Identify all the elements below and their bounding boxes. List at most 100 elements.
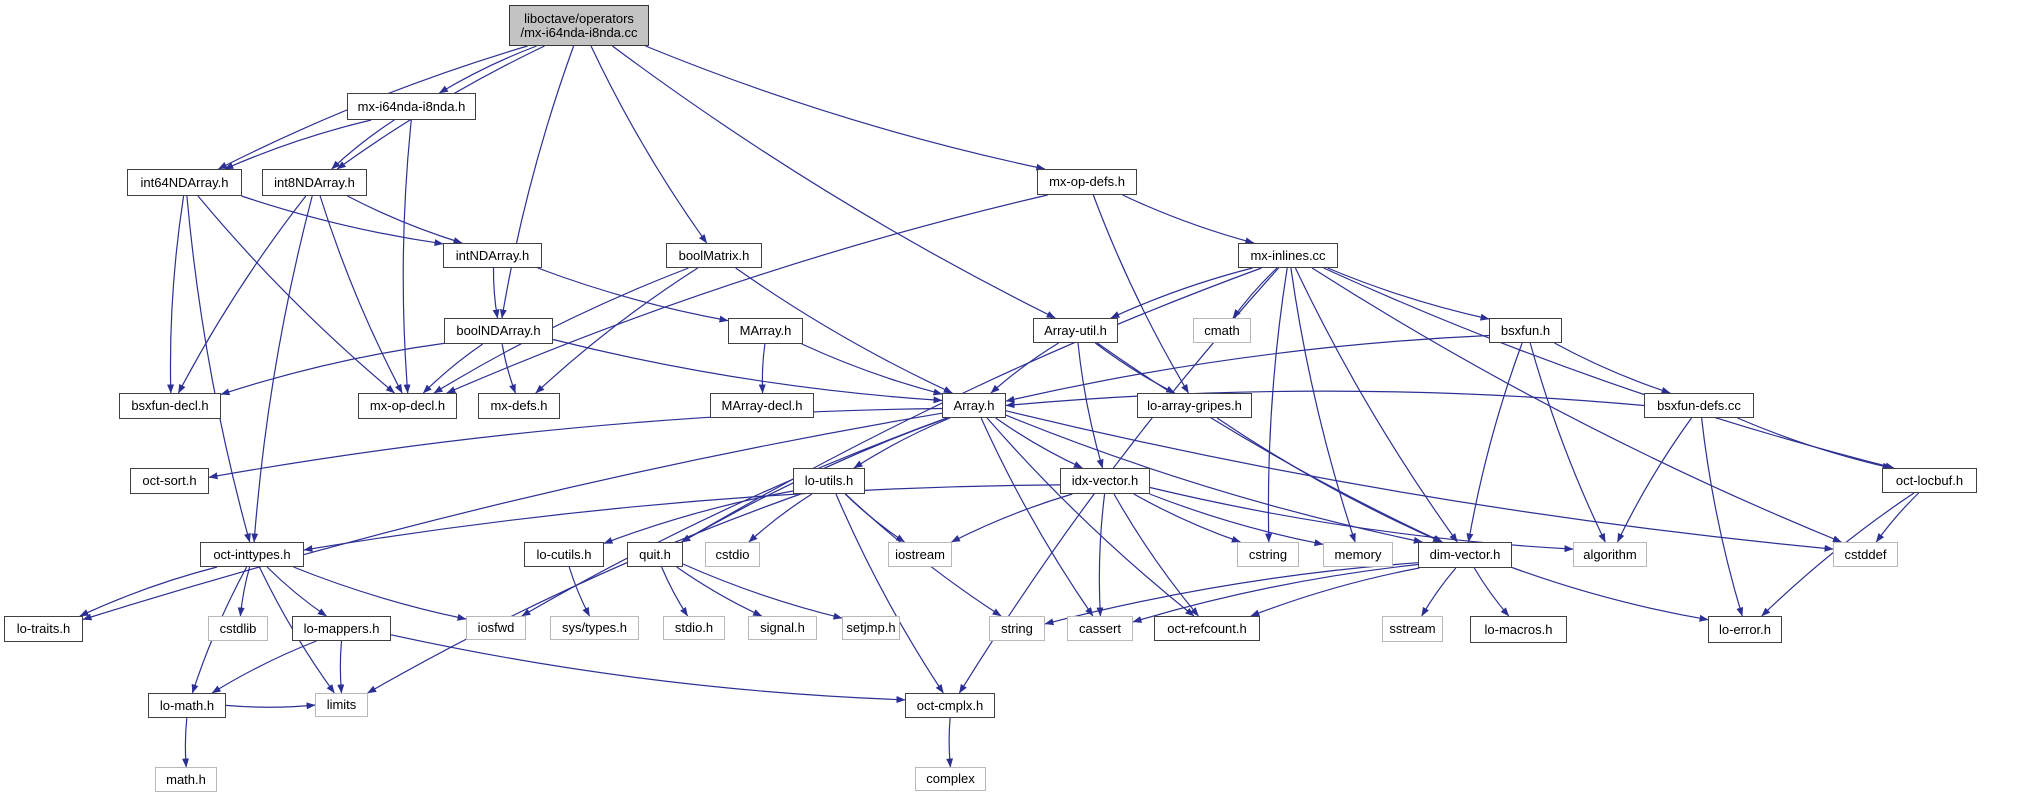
node-cstdio[interactable]: cstdio [705, 542, 760, 567]
node-iosfwd[interactable]: iosfwd [466, 616, 526, 640]
edge-MArray-h-to-MArray-decl-h [758, 343, 766, 394]
node-label: lo-math.h [159, 697, 215, 713]
edge-mx-inlines-cc-to-Array-util-h [1110, 267, 1253, 319]
edge-boolNDArray-h-to-mx-op-decl-h [422, 343, 484, 394]
node-cstddef[interactable]: cstddef [1833, 542, 1898, 567]
node-cstdlib[interactable]: cstdlib [208, 616, 268, 641]
edge-root-to-Array-util-h [612, 45, 1056, 319]
edge-boolMatrix-h-to-mx-op-decl-h [433, 267, 689, 394]
edge-Array-util-h-to-idx-vector-h [1077, 342, 1104, 469]
node-lo-array-gripes-h[interactable]: lo-array-gripes.h [1137, 393, 1252, 418]
node-bsxfun-defs-cc[interactable]: bsxfun-defs.cc [1644, 393, 1754, 418]
node-MArray-h[interactable]: MArray.h [728, 318, 803, 344]
node-string[interactable]: string [989, 616, 1045, 641]
node-oct-refcount-h[interactable]: oct-refcount.h [1154, 616, 1260, 641]
edge-boolNDArray-h-to-bsxfun-decl-h [220, 342, 445, 396]
node-sstream[interactable]: sstream [1382, 616, 1443, 642]
node-label: math.h [166, 771, 206, 787]
node-lo-error-h[interactable]: lo-error.h [1708, 616, 1782, 643]
edge-mx-inlines-cc-to-cmath [1232, 267, 1278, 319]
edge-mx-inlines-cc-to-dim-vector-h [1294, 267, 1458, 543]
node-lo-traits-h[interactable]: lo-traits.h [4, 616, 83, 642]
node-lo-math-h[interactable]: lo-math.h [148, 693, 226, 718]
node-boolNDArray-h[interactable]: boolNDArray.h [444, 318, 553, 344]
node-mx-defs-h[interactable]: mx-defs.h [478, 393, 560, 419]
node-setjmp-h[interactable]: setjmp.h [842, 616, 900, 640]
node-lo-utils-h[interactable]: lo-utils.h [793, 468, 865, 494]
node-mx-op-defs-h[interactable]: mx-op-defs.h [1037, 169, 1137, 195]
node-math-h[interactable]: math.h [155, 767, 217, 792]
node-MArray-decl-h[interactable]: MArray-decl.h [710, 393, 814, 418]
node-Array-h[interactable]: Array.h [942, 393, 1006, 418]
edge-Array-util-h-to-Array-h [990, 342, 1059, 394]
edge-mx-i64nda-i8nda-h-to-int8NDArray-h [331, 119, 395, 170]
edge-bsxfun-defs-cc-to-lo-error-h [1701, 417, 1744, 617]
node-boolMatrix-h[interactable]: boolMatrix.h [666, 243, 762, 268]
node-oct-inttypes-h[interactable]: oct-inttypes.h [200, 542, 304, 567]
node-label: dim-vector.h [1429, 547, 1501, 563]
node-bsxfun-decl-h[interactable]: bsxfun-decl.h [119, 393, 221, 419]
edge-Array-h-to-iosfwd [521, 417, 948, 617]
node-label: lo-cutils.h [536, 546, 592, 562]
edge-bsxfun-defs-cc-to-Array-h [1005, 390, 1645, 409]
edge-mx-inlines-cc-to-bsxfun-h [1327, 267, 1490, 321]
node-cstring[interactable]: cstring [1237, 542, 1299, 567]
edge-mx-inlines-cc-to-cstddef [1311, 267, 1842, 543]
node-mx-op-decl-h[interactable]: mx-op-decl.h [358, 393, 457, 419]
edge-int8NDArray-h-to-oct-inttypes-h [251, 195, 313, 543]
node-iostream[interactable]: iostream [888, 542, 952, 567]
edge-int8NDArray-h-to-mx-op-decl-h [319, 195, 403, 394]
node-intNDArray-h[interactable]: intNDArray.h [443, 243, 542, 268]
node-algorithm[interactable]: algorithm [1573, 542, 1647, 567]
node-oct-cmplx-h[interactable]: oct-cmplx.h [905, 693, 995, 718]
edge-lo-math-h-to-limits [225, 702, 316, 710]
node-label: bsxfun-defs.cc [1657, 397, 1741, 413]
node-signal-h[interactable]: signal.h [748, 616, 817, 640]
node-mx-inlines-cc[interactable]: mx-inlines.cc [1238, 243, 1338, 268]
edge-lo-mappers-h-to-lo-math-h [211, 640, 317, 694]
node-complex[interactable]: complex [915, 767, 986, 791]
node-cassert[interactable]: cassert [1067, 616, 1133, 641]
edge-mx-i64nda-i8nda-h-to-mx-op-decl-h [402, 119, 412, 394]
node-lo-mappers-h[interactable]: lo-mappers.h [292, 616, 391, 641]
edge-dim-vector-h-to-oct-refcount-h [1250, 567, 1420, 617]
node-bsxfun-h[interactable]: bsxfun.h [1489, 318, 1562, 343]
node-cmath[interactable]: cmath [1193, 318, 1251, 343]
node-oct-sort-h[interactable]: oct-sort.h [130, 468, 209, 494]
node-lo-cutils-h[interactable]: lo-cutils.h [524, 542, 604, 567]
node-mx-i64nda-i8nda-h[interactable]: mx-i64nda-i8nda.h [347, 93, 476, 120]
node-oct-locbuf-h[interactable]: oct-locbuf.h [1882, 468, 1977, 493]
edge-quit-h-to-stdio-h [661, 566, 689, 617]
node-label: int8NDArray.h [274, 174, 355, 190]
node-label: sstream [1389, 621, 1436, 637]
edge-Array-h-to-oct-sort-h [208, 407, 943, 480]
node-label: bsxfun.h [1500, 322, 1551, 338]
node-label: memory [1334, 546, 1382, 562]
node-Array-util-h[interactable]: Array-util.h [1033, 318, 1118, 343]
node-int64NDArray-h[interactable]: int64NDArray.h [127, 169, 242, 196]
edge-bsxfun-h-to-bsxfun-defs-cc [1554, 342, 1671, 394]
edge-bsxfun-defs-cc-to-oct-locbuf-h [1737, 417, 1892, 470]
node-sys-types-h[interactable]: sys/types.h [550, 616, 639, 640]
node-quit-h[interactable]: quit.h [627, 542, 683, 567]
node-root[interactable]: liboctave/operators/mx-i64nda-i8nda.cc [509, 5, 649, 46]
node-label: cstdlib [219, 620, 257, 636]
node-label: cstddef [1844, 546, 1887, 562]
edge-dim-vector-h-to-cassert [1132, 563, 1419, 623]
node-label: sys/types.h [561, 620, 628, 636]
node-memory[interactable]: memory [1323, 542, 1393, 567]
node-stdio-h[interactable]: stdio.h [663, 616, 725, 640]
node-lo-macros-h[interactable]: lo-macros.h [1470, 616, 1567, 643]
node-idx-vector-h[interactable]: idx-vector.h [1060, 468, 1150, 494]
node-int8NDArray-h[interactable]: int8NDArray.h [262, 169, 367, 196]
node-limits[interactable]: limits [315, 693, 368, 717]
node-label: oct-inttypes.h [213, 546, 291, 562]
node-label: mx-op-decl.h [369, 398, 446, 414]
node-dim-vector-h[interactable]: dim-vector.h [1418, 542, 1512, 568]
node-label: lo-traits.h [16, 621, 71, 637]
edge-mx-inlines-cc-to-memory [1290, 267, 1356, 543]
node-label: iostream [895, 546, 945, 562]
node-label: setjmp.h [846, 620, 896, 636]
node-label: string [1001, 620, 1033, 636]
